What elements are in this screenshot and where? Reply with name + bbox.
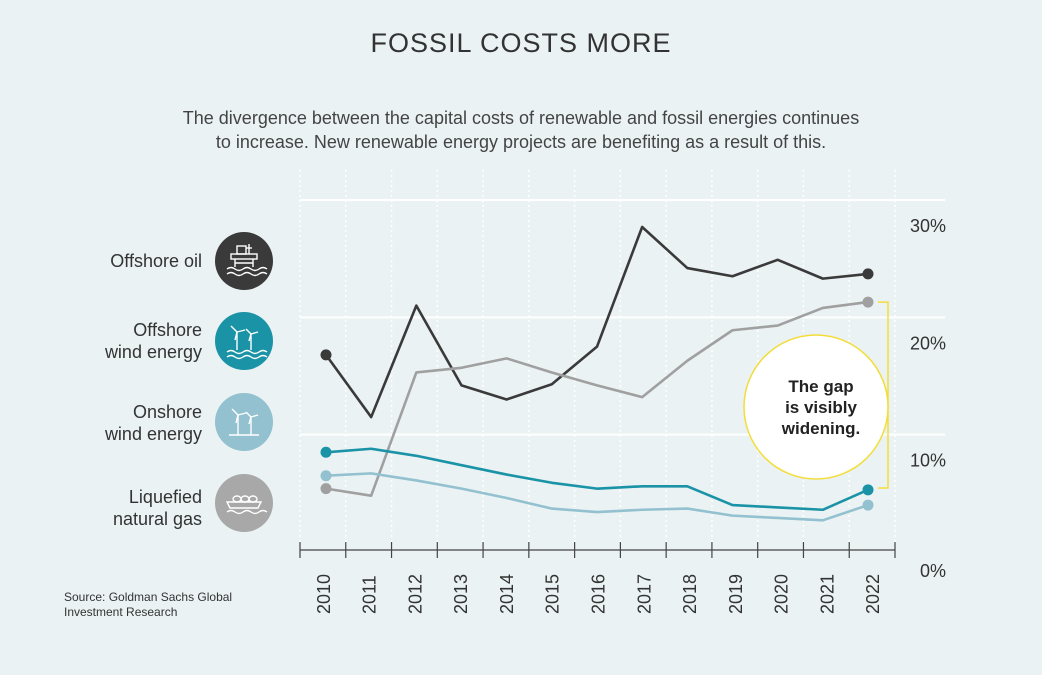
- x-tick-label: 2010: [314, 574, 334, 614]
- source-line: Investment Research: [64, 605, 178, 619]
- series-line: [325, 472, 869, 522]
- subtitle-line-1: The divergence between the capital costs…: [182, 108, 860, 128]
- x-tick-label: 2014: [497, 574, 517, 614]
- series-point: [862, 268, 874, 280]
- annotation-text: The gap: [788, 377, 853, 396]
- subtitle-line-2: to increase. New renewable energy projec…: [215, 132, 827, 152]
- legend-label-lng: Liquefied natural gas: [113, 486, 202, 530]
- legend-label-line: Offshore: [133, 320, 202, 340]
- source-line: Source: Goldman Sachs Global: [64, 590, 233, 604]
- y-tick-label: 10%: [910, 451, 946, 471]
- y-tick-label: 30%: [910, 216, 946, 236]
- annotation-circle: [743, 334, 889, 480]
- x-tick-label: 2011: [360, 575, 380, 614]
- y-tick-label: 20%: [910, 333, 946, 353]
- annotation-text: is visibly: [785, 398, 857, 417]
- legend-label-onshore-wind: Onshore wind energy: [105, 401, 202, 445]
- legend-label-line: wind energy: [104, 342, 202, 362]
- source-note: Source: Goldman Sachs Global Investment …: [64, 590, 284, 620]
- series-line: [325, 447, 869, 512]
- series-line: [325, 300, 869, 497]
- legend-label-offshore-oil: Offshore oil: [110, 250, 202, 272]
- gap-bracket: [878, 301, 889, 489]
- x-tick-label: 2022: [863, 574, 883, 614]
- x-tick-label: 2015: [543, 574, 563, 614]
- series-point: [862, 499, 874, 511]
- series-point: [320, 349, 332, 361]
- x-tick-label: 2018: [680, 574, 700, 614]
- legend-label-line: natural gas: [112, 509, 202, 529]
- legend-label-line: Liquefied: [128, 487, 202, 507]
- x-tick-label: 2016: [589, 574, 609, 614]
- x-tick-label: 2013: [451, 574, 471, 614]
- onshore-wind-icon: [215, 393, 273, 451]
- legend-label-offshore-wind: Offshore wind energy: [105, 319, 202, 363]
- series-point: [862, 296, 874, 308]
- chart-title: FOSSIL COSTS MORE: [370, 28, 672, 58]
- legend-label-line: Offshore oil: [110, 251, 202, 271]
- series-point: [320, 446, 332, 458]
- x-tick-label: 2021: [817, 574, 837, 614]
- y-tick-label: 0%: [920, 561, 946, 581]
- series-point: [862, 484, 874, 496]
- series-point: [320, 470, 332, 482]
- x-tick-label: 2020: [772, 574, 792, 614]
- x-tick-label: 2012: [405, 574, 425, 614]
- annotation-text: widening.: [781, 419, 860, 438]
- oil-platform-icon: [215, 232, 273, 290]
- series-point: [320, 483, 332, 495]
- legend-label-line: wind energy: [104, 424, 202, 444]
- offshore-wind-icon: [215, 312, 273, 370]
- lng-ship-icon: [215, 474, 273, 532]
- chart-subtitle: The divergence between the capital costs…: [100, 106, 942, 154]
- legend-label-line: Onshore: [132, 402, 202, 422]
- x-tick-label: 2017: [634, 574, 654, 614]
- series-line: [324, 225, 869, 419]
- x-tick-label: 2019: [726, 574, 746, 614]
